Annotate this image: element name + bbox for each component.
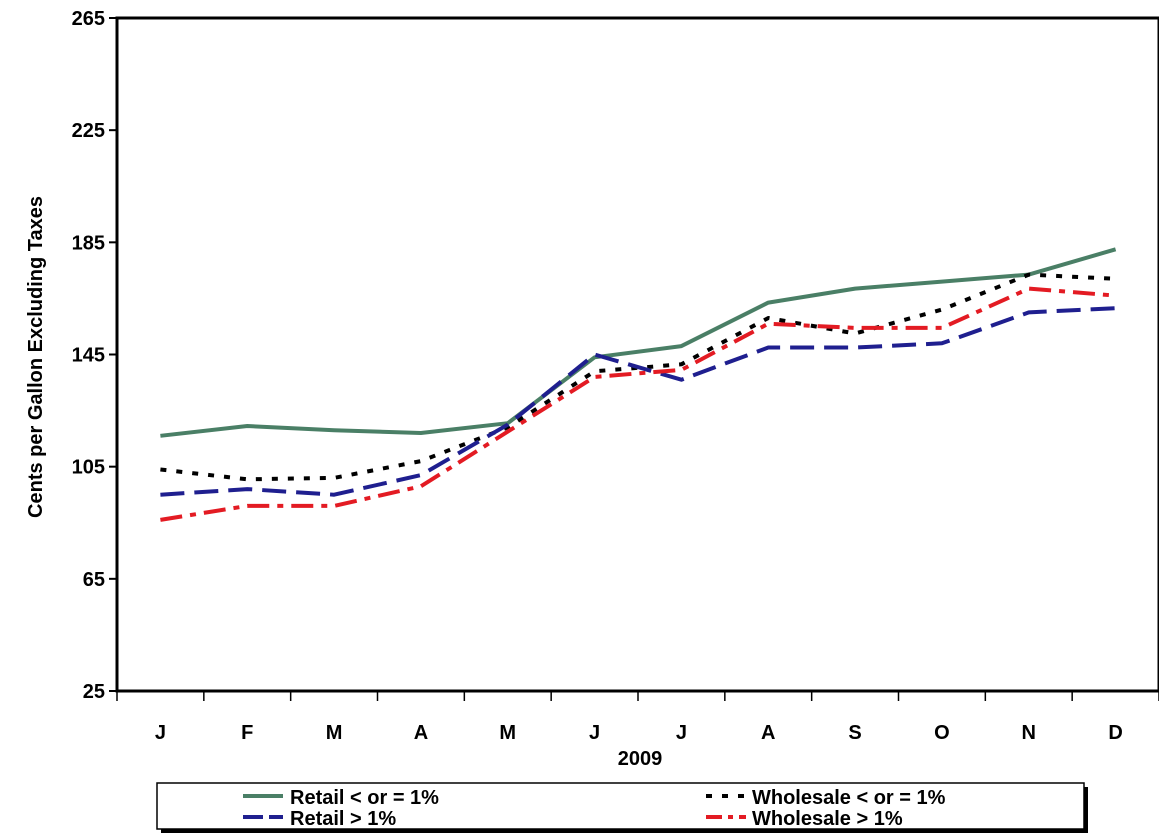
x-tick-label: J: [589, 722, 600, 744]
legend-label-4: Wholesale > 1%: [752, 808, 903, 830]
x-tick-label: M: [326, 722, 343, 744]
y-tick-label: 185: [72, 232, 105, 254]
series-line-2: [160, 272, 1116, 482]
y-tick-label: 25: [83, 681, 105, 703]
series-line-4: [160, 286, 1116, 522]
x-tick-label: O: [934, 722, 950, 744]
x-tick-label: S: [848, 722, 861, 744]
x-tick-label: J: [676, 722, 687, 744]
legend-label-1: Retail < or = 1%: [290, 787, 439, 809]
y-axis-title: Cents per Gallon Excluding Taxes: [25, 196, 47, 518]
x-tick-label: J: [155, 722, 166, 744]
x-tick-label: A: [414, 722, 428, 744]
y-tick-label: 145: [72, 345, 105, 367]
x-axis-title: 2009: [618, 748, 663, 770]
x-tick-label: M: [499, 722, 516, 744]
y-tick-label: 105: [72, 457, 105, 479]
x-tick-label: D: [1108, 722, 1122, 744]
plot-frame: [115, 16, 1159, 693]
x-tick-label: F: [241, 722, 253, 744]
x-tick-label: N: [1022, 722, 1036, 744]
series-line-3: [160, 306, 1116, 497]
legend-label-2: Wholesale < or = 1%: [752, 787, 946, 809]
series-line-1: [160, 247, 1117, 438]
legend-label-3: Retail > 1%: [290, 808, 396, 830]
y-tick-label: 65: [83, 569, 105, 591]
x-tick-label: A: [761, 722, 775, 744]
y-tick-label: 265: [72, 8, 105, 30]
legend-box: [156, 782, 1085, 830]
y-tick-label: 225: [72, 120, 105, 142]
